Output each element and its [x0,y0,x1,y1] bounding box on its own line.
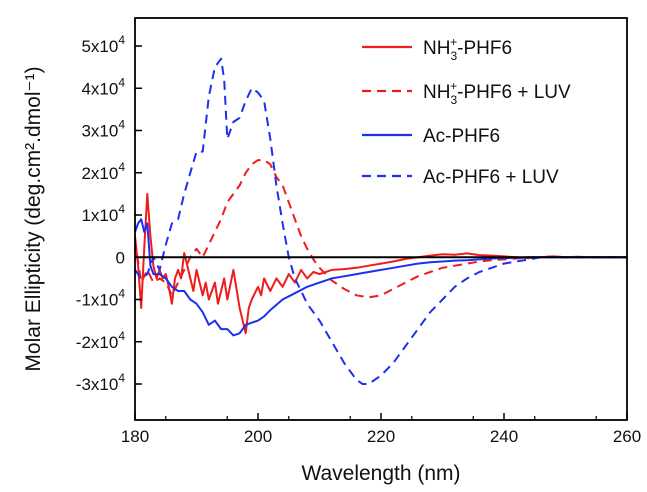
legend-label-1: NH3+-PHF6 [423,35,512,63]
y-axis-title: Molar Ellipticity (deg.cm².dmol⁻¹) [22,66,45,371]
x-tick-label: 240 [490,427,518,446]
y-tick-label: 5x104 [81,33,125,56]
x-axis-title: Wavelength (nm) [301,462,460,485]
y-tick-label: -2x104 [76,329,126,352]
x-tick-label: 200 [244,427,272,446]
x-axis: 180 200 220 240 260 [121,413,641,446]
x-tick-label: 260 [613,427,641,446]
y-tick-label: 0 [116,248,125,267]
y-axis: 5x104 4x104 3x104 2x104 1x104 0 -1x104 -2x104 -3… [76,33,142,394]
series-line-3 [135,218,627,337]
plot-frame [134,17,628,421]
series-line-2 [135,159,627,299]
y-tick-label: -3x104 [76,371,126,394]
legend: NH3+-PHF6 NH3+-PHF6 + LUV Ac-PHF6 Ac-PHF6 +… [362,35,571,188]
y-tick-label: 3x104 [81,118,125,141]
series-line-1 [135,192,627,335]
series-line-4 [135,57,627,385]
y-tick-label: 1x104 [81,202,125,225]
legend-label-3: Ac-PHF6 [423,126,500,147]
y-tick-label: -1x104 [76,287,126,310]
x-tick-label: 220 [367,427,395,446]
y-tick-label: 4x104 [81,75,125,98]
y-tick-label: 2x104 [81,160,125,183]
legend-label-4: Ac-PHF6 + LUV [423,167,559,188]
x-tick-label: 180 [121,427,149,446]
legend-label-2: NH3+-PHF6 + LUV [423,79,571,107]
series-layer [135,57,627,385]
